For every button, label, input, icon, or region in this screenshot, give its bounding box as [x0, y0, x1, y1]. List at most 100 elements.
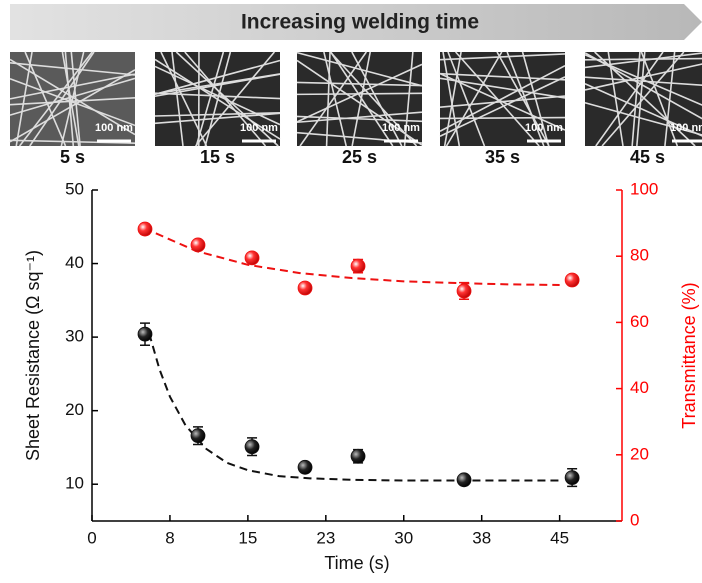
nanowire [64, 51, 75, 147]
nanowire [496, 51, 550, 147]
nanowire [9, 77, 136, 127]
y-tick-label: 40 [65, 253, 84, 272]
y2-tick-label: 0 [630, 510, 639, 529]
nanowire [664, 51, 676, 147]
nanowire [9, 73, 136, 100]
data-point [564, 470, 580, 486]
nanowire [584, 63, 702, 91]
nanowire [447, 51, 486, 147]
image-label: 45 s [630, 147, 665, 167]
nanowire [636, 51, 646, 147]
data-point [456, 472, 472, 488]
nanowire [154, 112, 281, 117]
y2-tick-label: 40 [630, 378, 649, 397]
nanowire [154, 112, 281, 125]
nanowire [171, 51, 184, 147]
banner-text: Increasing welding time [241, 11, 479, 34]
data-point [350, 448, 366, 464]
data-point [137, 221, 153, 237]
nanowire [506, 51, 545, 147]
nanowire [175, 51, 279, 147]
fit-line [143, 227, 560, 286]
data-point [244, 250, 260, 266]
scale-bar-label: 100 nm [670, 122, 702, 134]
y-tick-label: 30 [65, 327, 84, 346]
nanowire [9, 139, 136, 144]
nanowire [439, 116, 566, 120]
data-point [190, 237, 206, 253]
nanowire [445, 51, 503, 147]
image-label: 15 s [200, 147, 235, 167]
nanowire [61, 51, 80, 147]
y-tick-label: 50 [65, 179, 84, 198]
nanowire [439, 53, 566, 61]
nanowire [29, 51, 95, 147]
nanowire [439, 77, 566, 99]
nanowire [15, 51, 33, 147]
nanowire [154, 73, 281, 98]
data-point [297, 459, 313, 475]
y2-tick-label: 60 [630, 312, 649, 331]
image-label: 5 s [60, 147, 85, 167]
scale-bar-label: 100 nm [382, 122, 420, 134]
nanowire [521, 51, 550, 147]
nanowire [296, 115, 423, 123]
nanowire [584, 57, 702, 61]
nanowire [443, 51, 462, 147]
nanowire [439, 72, 566, 81]
nanowire [9, 97, 136, 106]
nanowire [296, 59, 423, 146]
nanowire [9, 77, 136, 116]
scale-bar-label: 100 nm [240, 122, 278, 134]
x-tick-label: 8 [165, 528, 174, 547]
x-tick-label: 45 [550, 528, 569, 547]
y-axis-label: Sheet Resistance (Ω sq⁻¹) [23, 250, 43, 461]
nanowire [154, 92, 281, 100]
y-tick-label: 10 [65, 474, 84, 493]
data-point [564, 272, 580, 288]
nanowire [18, 51, 93, 147]
x-axis-label: Time (s) [324, 553, 389, 573]
nanowire [607, 51, 624, 147]
x-tick-label: 38 [472, 528, 491, 547]
nanowire [439, 76, 566, 137]
fit-line [148, 333, 560, 482]
data-point [244, 439, 260, 455]
data-point [137, 326, 153, 342]
nanowire [351, 51, 372, 147]
nanowire [24, 51, 67, 147]
nanowire [584, 83, 702, 137]
nanowire [154, 59, 281, 96]
nanowire [160, 51, 208, 147]
y2-tick-label: 80 [630, 246, 649, 265]
y2-axis-label: Transmittance (%) [679, 282, 699, 428]
data-point [456, 283, 472, 299]
y-tick-label: 20 [65, 400, 84, 419]
nanowire [595, 51, 664, 147]
y2-tick-label: 20 [630, 444, 649, 463]
image-label: 35 s [485, 147, 520, 167]
nanowire [195, 51, 225, 147]
nanowire [296, 63, 423, 123]
banner-arrow [10, 4, 702, 40]
nanowire [195, 51, 276, 147]
nanowire [640, 51, 679, 147]
nanowire [325, 51, 331, 147]
nanowire [323, 51, 347, 147]
y2-tick-label: 100 [630, 179, 658, 198]
data-point [297, 280, 313, 296]
nanowire [584, 101, 702, 136]
x-tick-label: 0 [87, 528, 96, 547]
x-tick-label: 15 [238, 528, 257, 547]
x-tick-label: 23 [316, 528, 335, 547]
nanowire [351, 51, 403, 147]
nanowire [631, 51, 641, 147]
data-point [190, 428, 206, 444]
nanowire [184, 51, 267, 147]
nanowire [296, 51, 423, 87]
scale-bar-label: 100 nm [525, 122, 563, 134]
nanowire [403, 51, 414, 147]
nanowire [329, 51, 418, 147]
nanowire [584, 54, 702, 106]
